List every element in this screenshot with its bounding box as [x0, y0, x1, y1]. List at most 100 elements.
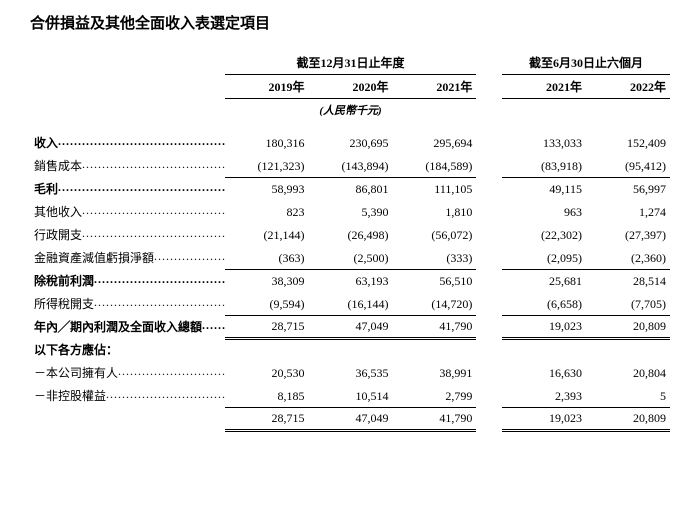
table-row: 除稅前利潤38,30963,19356,510 25,68128,514: [30, 269, 670, 292]
table-row: 銷售成本(121,323)(143,894)(184,589) (83,918)(…: [30, 154, 670, 177]
cell-value: 49,115: [502, 177, 586, 200]
cell-value: (7,705): [586, 292, 670, 315]
row-label: 以下各方應佔：: [30, 338, 225, 361]
cell-value: 20,804: [586, 361, 670, 384]
cell-value: (2,095): [502, 246, 586, 269]
cell-value: (26,498): [309, 223, 393, 246]
cell-value: 41,790: [392, 407, 476, 430]
row-label: 收入: [30, 131, 225, 154]
cell-value: [392, 338, 476, 361]
cell-value: (14,720): [392, 292, 476, 315]
cell-value: 56,997: [586, 177, 670, 200]
row-label: [30, 407, 225, 430]
table-row: 其他收入8235,3901,810 9631,274: [30, 200, 670, 223]
cell-value: 28,715: [225, 407, 309, 430]
cell-value: 19,023: [502, 315, 586, 338]
cell-value: 20,530: [225, 361, 309, 384]
cell-value: (83,918): [502, 154, 586, 177]
cell-value: (333): [392, 246, 476, 269]
cell-value: [309, 338, 393, 361]
table-row: 收入180,316230,695295,694133,033152,409: [30, 131, 670, 154]
cell-value: (16,144): [309, 292, 393, 315]
table-row: 以下各方應佔：: [30, 338, 670, 361]
cell-value: (22,302): [502, 223, 586, 246]
financial-table: 截至12月31日止年度 截至6月30日止六個月 2019年 2020年 2021…: [30, 51, 670, 432]
cell-value: 28,715: [225, 315, 309, 338]
cell-value: 10,514: [309, 384, 393, 407]
cell-value: 963: [502, 200, 586, 223]
table-row: 行政開支(21,144)(26,498)(56,072) (22,302)(27,…: [30, 223, 670, 246]
cell-value: [502, 338, 586, 361]
cell-value: (121,323): [225, 154, 309, 177]
row-label: 毛利: [30, 177, 225, 200]
cell-value: 20,809: [586, 407, 670, 430]
table-row: 所得稅開支(9,594)(16,144)(14,720) (6,658)(7,70…: [30, 292, 670, 315]
row-label: 行政開支: [30, 223, 225, 246]
cell-value: 47,049: [309, 407, 393, 430]
cell-value: 47,049: [309, 315, 393, 338]
cell-value: (9,594): [225, 292, 309, 315]
cell-value: 86,801: [309, 177, 393, 200]
cell-value: 111,105: [392, 177, 476, 200]
cell-value: 180,316: [225, 131, 309, 154]
row-label: 除稅前利潤: [30, 269, 225, 292]
cell-value: (27,397): [586, 223, 670, 246]
cell-value: 823: [225, 200, 309, 223]
row-label: －非控股權益: [30, 384, 225, 407]
table-row: －本公司擁有人20,53036,53538,99116,63020,804: [30, 361, 670, 384]
table-row: －非控股權益8,18510,5142,799 2,3935: [30, 384, 670, 407]
year-2021a: 2021年: [392, 75, 476, 99]
cell-value: 1,810: [392, 200, 476, 223]
cell-value: [225, 338, 309, 361]
row-label: 其他收入: [30, 200, 225, 223]
table-row: 金融資產減值虧損淨額(363)(2,500)(333) (2,095)(2,360…: [30, 246, 670, 269]
cell-value: (143,894): [309, 154, 393, 177]
cell-value: (21,144): [225, 223, 309, 246]
currency-note: (人民幣千元): [309, 99, 393, 122]
cell-value: 38,991: [392, 361, 476, 384]
cell-value: (2,500): [309, 246, 393, 269]
row-label: 銷售成本: [30, 154, 225, 177]
cell-value: 38,309: [225, 269, 309, 292]
cell-value: (363): [225, 246, 309, 269]
cell-value: 5: [586, 384, 670, 407]
year-2022: 2022年: [586, 75, 670, 99]
cell-value: 19,023: [502, 407, 586, 430]
cell-value: (2,360): [586, 246, 670, 269]
header-half: 截至6月30日止六個月: [502, 51, 670, 75]
row-label: 金融資產減值虧損淨額: [30, 246, 225, 269]
cell-value: (184,589): [392, 154, 476, 177]
year-2021b: 2021年: [502, 75, 586, 99]
cell-value: 2,799: [392, 384, 476, 407]
cell-value: 28,514: [586, 269, 670, 292]
cell-value: (95,412): [586, 154, 670, 177]
cell-value: 230,695: [309, 131, 393, 154]
page-title: 合併損益及其他全面收入表選定項目: [30, 12, 670, 33]
table-row: 毛利58,99386,801111,105 49,11556,997: [30, 177, 670, 200]
row-label: 所得稅開支: [30, 292, 225, 315]
year-2020: 2020年: [309, 75, 393, 99]
cell-value: 25,681: [502, 269, 586, 292]
cell-value: 16,630: [502, 361, 586, 384]
cell-value: 295,694: [392, 131, 476, 154]
cell-value: 2,393: [502, 384, 586, 407]
cell-value: (6,658): [502, 292, 586, 315]
year-header-row: 2019年 2020年 2021年 2021年 2022年: [30, 75, 670, 99]
cell-value: 20,809: [586, 315, 670, 338]
cell-value: 8,185: [225, 384, 309, 407]
cell-value: 58,993: [225, 177, 309, 200]
cell-value: 152,409: [586, 131, 670, 154]
table-row: 28,71547,04941,790 19,02320,809: [30, 407, 670, 430]
cell-value: [586, 338, 670, 361]
cell-value: 5,390: [309, 200, 393, 223]
row-label: 年內╱期內利潤及全面收入總額: [30, 315, 225, 338]
cell-value: 63,193: [309, 269, 393, 292]
table-row: 年內╱期內利潤及全面收入總額28,71547,04941,790 19,02320…: [30, 315, 670, 338]
cell-value: 36,535: [309, 361, 393, 384]
year-2019: 2019年: [225, 75, 309, 99]
header-annual: 截至12月31日止年度: [225, 51, 477, 75]
cell-value: 1,274: [586, 200, 670, 223]
cell-value: 56,510: [392, 269, 476, 292]
cell-value: (56,072): [392, 223, 476, 246]
cell-value: 41,790: [392, 315, 476, 338]
